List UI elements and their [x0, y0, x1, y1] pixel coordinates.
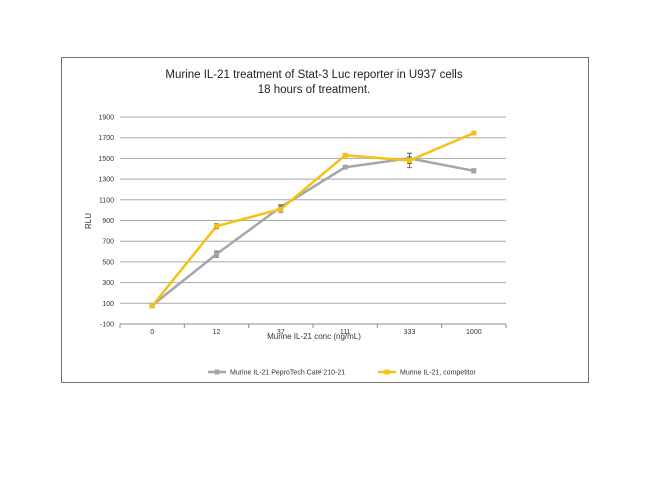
x-axis-title: Murine IL-21 conc (ng/mL)	[267, 332, 361, 341]
y-tick-label: 700	[102, 239, 114, 246]
legend-label: Murine IL-21, competitor	[400, 370, 477, 377]
x-tick-label: 333	[404, 329, 416, 336]
x-tick-label: 0	[150, 329, 154, 336]
series-2-line	[151, 131, 475, 307]
series-group	[149, 130, 477, 309]
series-2	[149, 130, 477, 309]
y-tick-label: -100	[100, 322, 114, 329]
tick-labels: -100 100 300 500 700 900 1100 1300 1500 1700 1900 0…	[98, 115, 481, 337]
y-tick-label: 1900	[98, 115, 114, 122]
legend-swatch-marker	[214, 369, 220, 375]
x-tick-label: 1000	[466, 329, 482, 336]
chart-title-line-2: 18 hours of treatment.	[258, 84, 371, 96]
x-tick-label: 37	[277, 329, 285, 336]
legend: Murine IL-21 PeproTech Cat# 210-21 Murine…	[208, 369, 477, 377]
y-axis-title: RLU	[84, 213, 93, 229]
data-point	[342, 152, 348, 158]
data-point	[471, 130, 477, 136]
y-tick-label: 300	[102, 280, 114, 287]
data-point	[214, 223, 219, 229]
y-tick-label: 1100	[99, 197, 114, 204]
y-tick-label: 900	[102, 218, 114, 225]
series-1-line	[151, 157, 475, 307]
x-tick-label: 12	[213, 329, 221, 336]
x-tick-label: 111	[340, 329, 351, 336]
chart-title-line-1: Murine IL-21 treatment of Stat-3 Luc rep…	[165, 69, 462, 81]
series-1	[149, 152, 477, 308]
data-point	[342, 164, 348, 170]
legend-label: Murine IL-21 PeproTech Cat# 210-21	[230, 370, 345, 377]
y-tick-label: 100	[102, 301, 114, 308]
y-tick-label: 1500	[98, 156, 114, 163]
y-tick-label: 1300	[98, 177, 114, 184]
data-point	[149, 303, 155, 309]
data-point	[278, 206, 284, 212]
legend-item-1: Murine IL-21 PeproTech Cat# 210-21	[208, 369, 345, 377]
data-point	[471, 168, 477, 174]
data-point	[214, 251, 219, 257]
data-point	[407, 157, 412, 163]
legend-item-2: Murine IL-21, competitor	[378, 369, 477, 377]
gridlines	[120, 116, 506, 304]
axes	[119, 323, 507, 328]
y-tick-label: 500	[102, 259, 114, 266]
legend-swatch-marker	[384, 369, 390, 375]
y-tick-label: 1700	[98, 135, 114, 142]
